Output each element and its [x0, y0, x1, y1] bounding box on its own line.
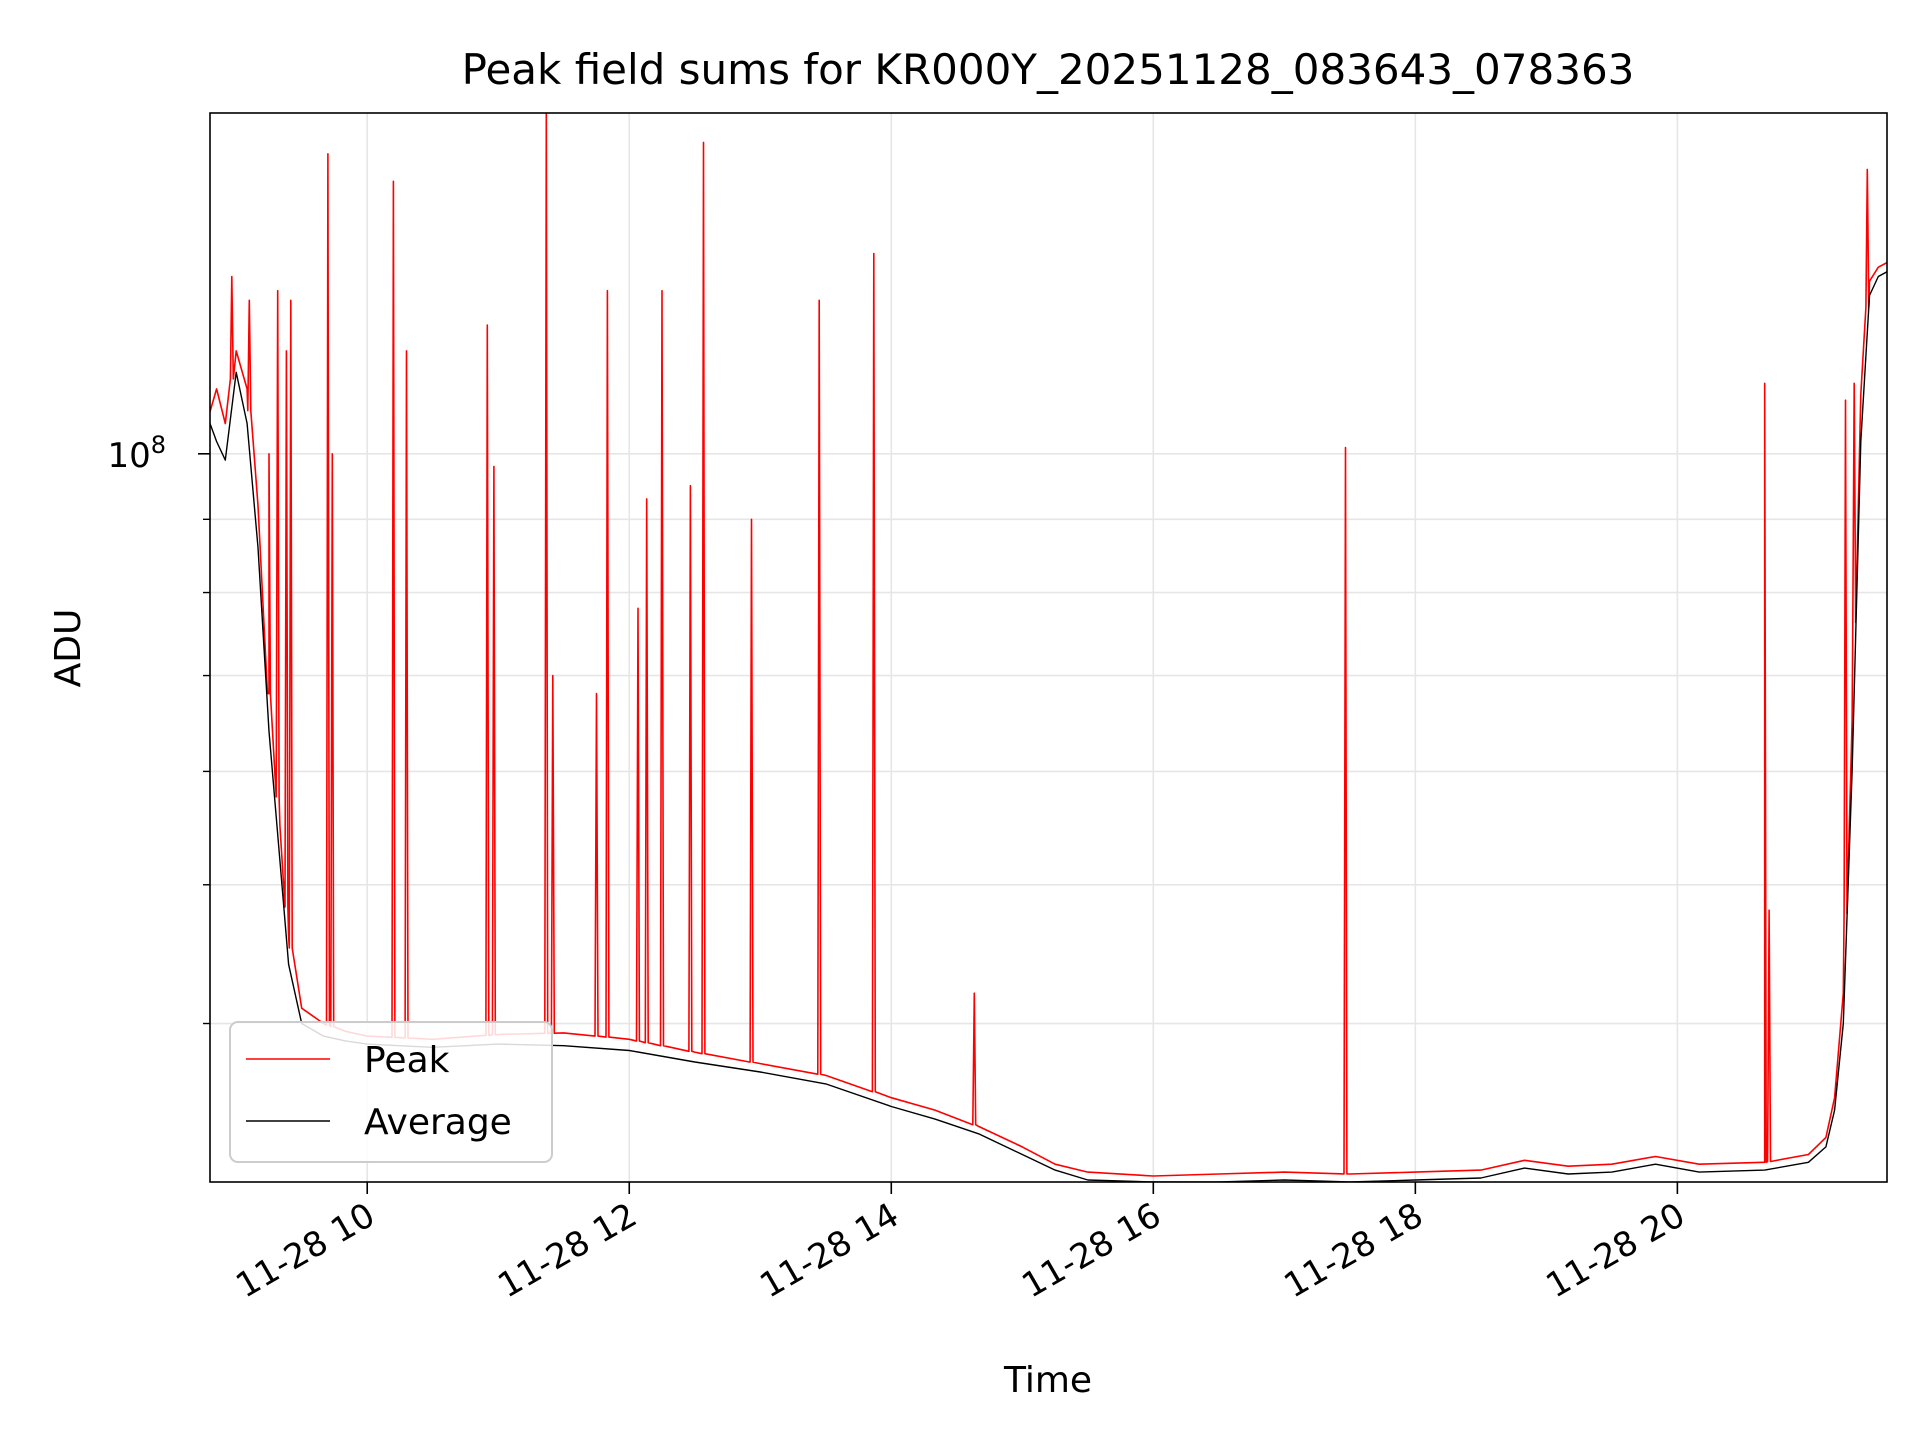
legend-label-peak: Peak	[364, 1040, 450, 1081]
y-axis-ticks: 108	[107, 431, 210, 1025]
series-lines	[210, 113, 1887, 1182]
y-tick-label: 108	[107, 431, 166, 476]
legend-label-average: Average	[364, 1102, 512, 1143]
y-axis-label: ADU	[48, 609, 89, 688]
grid	[210, 113, 1887, 1182]
x-axis-label: Time	[1003, 1360, 1092, 1401]
series-line-peak	[210, 113, 1887, 1177]
series-group	[210, 113, 1887, 1182]
legend: Peak Average	[229, 1021, 553, 1163]
series-line-average	[210, 271, 1887, 1182]
plot-frame	[209, 112, 1888, 1183]
chart-title: Peak field sums for KR000Y_20251128_0836…	[462, 45, 1635, 94]
legend-box	[229, 1021, 553, 1163]
